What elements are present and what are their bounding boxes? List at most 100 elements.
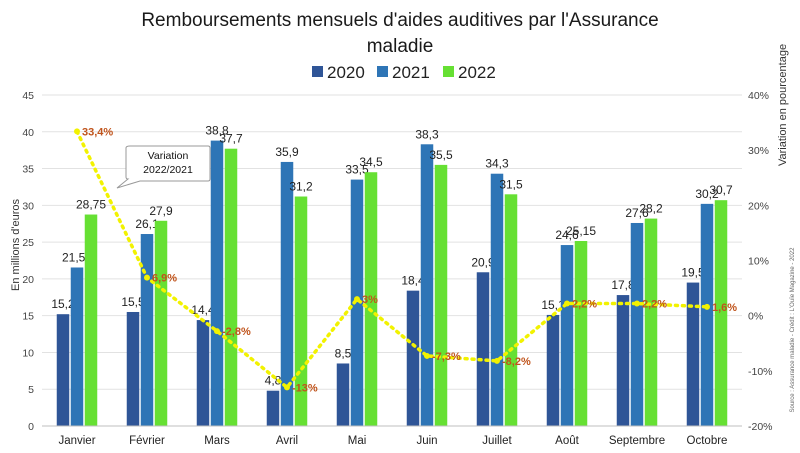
variation-point <box>424 352 430 359</box>
chart-title-line2: maladie <box>367 36 434 57</box>
y-right-tick-label: -10% <box>748 366 773 378</box>
bar-2022 <box>364 172 378 426</box>
variation-point <box>494 357 500 364</box>
variation-point <box>74 128 80 135</box>
bar-2021 <box>420 144 434 426</box>
callout-box <box>116 145 211 189</box>
bar-2020 <box>56 314 70 426</box>
bar-2022 <box>154 220 168 426</box>
variation-point <box>144 274 150 281</box>
source-note: Source : Assurance maladie - Crédit : L'… <box>790 247 796 413</box>
variation-point <box>284 384 290 391</box>
bar-2022 <box>224 148 238 426</box>
bar-label-2021: 26,1 <box>135 217 159 231</box>
y-right-tick-label: 30% <box>748 145 769 157</box>
y-tick-label: 15 <box>22 311 34 323</box>
bar-label-2022: 25,15 <box>566 224 596 238</box>
legend: 2020 2021 2022 <box>312 63 496 82</box>
y-tick-label: 45 <box>22 90 34 102</box>
bar-label-2021: 30,2 <box>695 187 719 201</box>
variation-label: 33,4% <box>82 126 113 138</box>
bar-2020 <box>686 282 700 426</box>
bar-label-2021: 27,6 <box>625 206 649 220</box>
bar-label-2020: 15,2 <box>51 297 75 311</box>
bar-2021 <box>70 267 84 426</box>
callout-text-line1: Variation <box>148 150 189 162</box>
y-right-tick-label: 0% <box>748 311 763 323</box>
x-tick-label: Août <box>555 435 579 447</box>
bar-label-2020: 20,9 <box>471 255 495 269</box>
bar-2020 <box>126 311 140 426</box>
y-right-tick-label: 10% <box>748 256 769 268</box>
variation-point <box>564 300 570 307</box>
legend-label-2022: 2022 <box>458 63 496 82</box>
y-tick-label: 40 <box>22 127 34 139</box>
bar-2022 <box>504 194 518 426</box>
y-right-tick-label: 20% <box>748 200 769 212</box>
variation-line: 33,4% 6,9% -2,8% -13% 3% -7,3% -8,2% 2,2% 2,2% 1,… <box>74 126 737 394</box>
bar-label-2022: 31,2 <box>289 180 313 194</box>
x-tick-label: Juin <box>416 435 437 447</box>
x-tick-label: Avril <box>276 435 298 447</box>
x-tick-label: Septembre <box>609 435 665 447</box>
bar-2021 <box>210 140 224 427</box>
bar-label-2021: 35,9 <box>275 145 299 159</box>
x-tick-label: Février <box>129 435 165 447</box>
variation-label: 2,2% <box>572 299 597 311</box>
bar-2020 <box>546 314 560 426</box>
variation-label: 6,9% <box>152 273 177 285</box>
y-axis-right-label: Variation en pourcentage <box>777 44 789 166</box>
bar-2022 <box>294 196 308 426</box>
callout-text-line2: 2022/2021 <box>143 164 193 176</box>
y-tick-label: 25 <box>22 237 34 249</box>
bar-label-2020: 18,4 <box>401 274 425 288</box>
bar-2022 <box>714 200 728 426</box>
variation-series-line <box>75 129 709 390</box>
y-tick-label: 10 <box>22 347 34 359</box>
bar-2021 <box>350 179 364 426</box>
variation-label: 2,2% <box>642 299 667 311</box>
bar-2021 <box>140 234 154 426</box>
bar-2021 <box>280 161 294 427</box>
bar-2022 <box>574 241 588 426</box>
bar-2020 <box>406 290 420 426</box>
bar-label-2022: 28,75 <box>76 198 106 212</box>
y-tick-label: 20 <box>22 274 34 286</box>
x-tick-label: Janvier <box>58 435 95 447</box>
bar-label-2020: 19,5 <box>681 266 705 280</box>
chart-title-line1: Remboursements mensuels d'aides auditive… <box>141 10 658 31</box>
y-tick-label: 5 <box>28 384 34 396</box>
bar-label-2021: 34,3 <box>485 157 509 171</box>
variation-point <box>354 296 360 303</box>
legend-label-2020: 2020 <box>327 63 365 82</box>
x-tick-label: Mai <box>348 435 367 447</box>
bar-label-2020: 14,4 <box>191 303 215 317</box>
variation-callout: Variation 2022/2021 <box>116 145 211 189</box>
variation-label: -7,3% <box>432 351 461 363</box>
bar-label-2021: 33,5 <box>345 163 369 177</box>
variation-label: -8,2% <box>502 356 531 368</box>
bar-label-2020: 17,8 <box>611 278 635 292</box>
y-tick-label: 35 <box>22 164 34 176</box>
x-tick-label: Juillet <box>482 435 512 447</box>
legend-swatch-2021 <box>377 66 388 77</box>
variation-label: 3% <box>362 294 378 306</box>
x-tick-label: Mars <box>204 435 230 447</box>
bar-2022 <box>434 164 448 426</box>
bar-2022 <box>644 218 658 426</box>
bar-2020 <box>336 363 350 426</box>
y-axis-label: En millions d'euros <box>10 199 22 291</box>
axes: 0 5 10 15 20 25 30 35 40 45 -20% -10% 0% 10% 20% 30% 40%… <box>22 90 772 447</box>
bar-label-2021: 24,6 <box>555 228 579 242</box>
legend-label-2021: 2021 <box>392 63 430 82</box>
variation-label: -13% <box>292 382 318 394</box>
y-tick-label: 30 <box>22 200 34 212</box>
variation-point <box>704 303 710 310</box>
bar-label-2022: 34,5 <box>359 155 383 169</box>
y-right-tick-label: 40% <box>748 90 769 102</box>
legend-swatch-2022 <box>443 66 454 77</box>
bar-label-2022: 31,5 <box>499 177 523 191</box>
bar-2021 <box>560 245 574 426</box>
variation-label: -2,8% <box>222 326 251 338</box>
